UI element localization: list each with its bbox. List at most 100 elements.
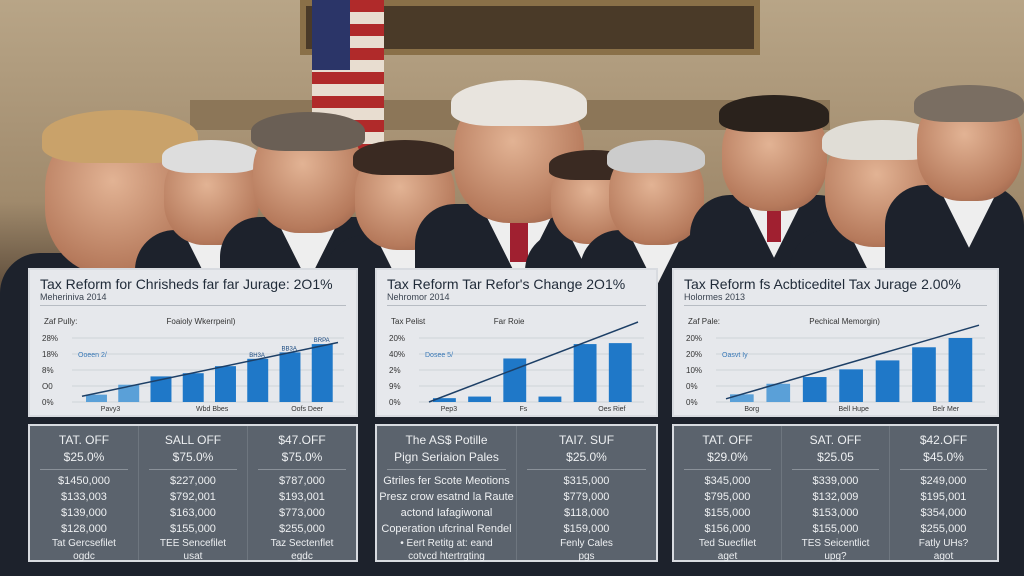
table-column: TAI7. SUF $25.0% $315,000 $779,000 $118,000 $… xyxy=(517,426,656,562)
y-tick-label: 18% xyxy=(42,350,58,359)
table-cell: $25.05 xyxy=(817,450,854,464)
table-cell: aget xyxy=(717,551,738,562)
chart-plot: Tax Pelist Far Roie 20% 40% 2% 9% 0% Dosee 5/Pe… xyxy=(389,317,644,413)
divider xyxy=(684,469,771,470)
chart-subtitle: Meheriniva 2014 xyxy=(40,292,346,306)
table-column: TAT. OFF $29.0% $345,000 $795,000 $155,000 $1… xyxy=(674,426,782,562)
table-cell: $773,000 xyxy=(279,507,325,519)
x-tick-label: Bell Hupe xyxy=(839,406,869,413)
x-tick-label: Wbd Bbes xyxy=(196,406,229,413)
table-cell: $156,000 xyxy=(704,523,751,535)
hair xyxy=(606,140,706,174)
table-cell: $163,000 xyxy=(170,507,216,519)
bar xyxy=(86,394,107,402)
hair xyxy=(451,80,587,126)
x-tick-label: Oes Rief xyxy=(598,406,625,413)
table-cell: TAT. OFF xyxy=(58,433,110,447)
bar xyxy=(948,338,973,402)
table-panel-3: TAT. OFF $29.0% $345,000 $795,000 $155,000 $1… xyxy=(672,424,999,562)
table-cell: pgs xyxy=(578,551,595,562)
divider xyxy=(527,469,646,470)
bar xyxy=(503,358,527,402)
x-tick-label: Pavy3 xyxy=(101,406,121,413)
table-cell: $45.0% xyxy=(923,450,964,464)
table-cell: $139,000 xyxy=(61,507,107,519)
table-cell: SALL OFF xyxy=(164,433,222,447)
table-cell: $75.0% xyxy=(172,450,214,464)
table-cell: agot xyxy=(933,551,954,562)
series-label: Oasvt Iy xyxy=(722,352,748,359)
table-cell: $75.0% xyxy=(281,450,323,464)
table-cell: $792,001 xyxy=(170,491,216,503)
table-cell: TES Seicentlict xyxy=(801,538,870,549)
x-tick-label: Belr Mer xyxy=(933,406,960,413)
table-cell: TAI7. SUF xyxy=(558,433,615,447)
table-cell: $153,000 xyxy=(812,507,859,519)
y-tick-label: 0% xyxy=(42,398,54,407)
bar xyxy=(839,369,863,402)
table-cell: $155,000 xyxy=(812,523,859,535)
divider xyxy=(40,469,128,470)
chart-plot: Zaf Pale: Pechical Memorgin) 20% 20% 10% 0% 0%… xyxy=(686,317,985,413)
center-label: Pechical Memorgin) xyxy=(809,317,880,326)
chart-panel-2: Tax Reform Tar Refor's Change 2O1% Nehro… xyxy=(375,268,658,417)
chart-title: Tax Reform fs Acbticeditel Tax Jurage 2.… xyxy=(684,276,961,292)
chart-panel-3: Tax Reform fs Acbticeditel Tax Jurage 2.… xyxy=(672,268,999,417)
table-cell: • Eert Retitg at: eand xyxy=(400,538,493,549)
table-cell: $255,000 xyxy=(920,523,967,535)
y-tick-label: 10% xyxy=(686,366,702,375)
table-cell: $47.OFF xyxy=(278,433,326,447)
table-cell: $133,003 xyxy=(61,491,107,503)
trend-line xyxy=(81,341,339,397)
table-column: The AS$ Potille Pign Seriaion Pales Gtrile… xyxy=(377,426,517,562)
bar xyxy=(468,396,492,402)
table-cell: $25.0% xyxy=(566,450,607,464)
table-cell: $42.OFF xyxy=(919,433,968,447)
y-tick-label: 2% xyxy=(389,366,401,375)
table-cell: $795,000 xyxy=(704,491,751,503)
table-cell: $155,000 xyxy=(170,523,216,535)
table-cell: upg? xyxy=(824,551,847,562)
divider xyxy=(900,469,987,470)
hair xyxy=(250,112,366,151)
tie xyxy=(509,210,529,262)
bar xyxy=(766,383,791,402)
bar xyxy=(215,366,236,402)
table-cell: TEE Sencefilet xyxy=(159,538,227,549)
y-tick-label: 28% xyxy=(42,334,58,343)
series-label: Dosee 5/ xyxy=(425,352,453,359)
table-panel-1: TAT. OFF $25.0% $1450,000 $133,003 $139,000 $… xyxy=(28,424,358,562)
chart-plot: Zaf Pully: Foaioly Wkerrpeinl) 28% 18% 8% O0 0… xyxy=(42,317,344,413)
tie xyxy=(766,200,782,242)
bar xyxy=(118,384,140,402)
chart-subtitle: Nehromor 2014 xyxy=(387,292,646,306)
bar xyxy=(573,344,597,402)
bar xyxy=(247,358,269,402)
table-cell: $249,000 xyxy=(920,475,967,487)
table-cell: SAT. OFF xyxy=(809,433,862,447)
chart-panel-1: Tax Reform for Chrisheds far far Jurage:… xyxy=(28,268,358,417)
bar xyxy=(182,373,204,402)
table-cell: $195,001 xyxy=(920,491,967,503)
bar xyxy=(279,352,301,402)
table-cell: ogdc xyxy=(73,551,95,562)
y-tick-label: 20% xyxy=(686,334,702,343)
x-tick-label: Oofs Deer xyxy=(291,406,324,413)
trend-line xyxy=(428,321,639,403)
table-cell: $25.0% xyxy=(63,450,105,464)
bar xyxy=(730,394,754,402)
y-tick-label: 0% xyxy=(686,398,698,407)
table-cell: $155,000 xyxy=(704,507,751,519)
hair xyxy=(719,95,829,132)
table-cell: Ted Suecfilet xyxy=(698,538,757,549)
y-tick-label: 0% xyxy=(686,382,698,391)
series-label: Ooeen 2/ xyxy=(78,352,107,359)
y-tick-label: 20% xyxy=(389,334,405,343)
table-cell: $1450,000 xyxy=(58,475,110,487)
y-tick-label: 8% xyxy=(42,366,54,375)
table-cell: cotvcd htertrgting xyxy=(408,551,485,562)
divider xyxy=(387,469,506,470)
table-cell: $255,000 xyxy=(279,523,325,535)
table-panel-2: The AS$ Potille Pign Seriaion Pales Gtrile… xyxy=(375,424,658,562)
table-cell: The AS$ Potille xyxy=(405,433,488,447)
